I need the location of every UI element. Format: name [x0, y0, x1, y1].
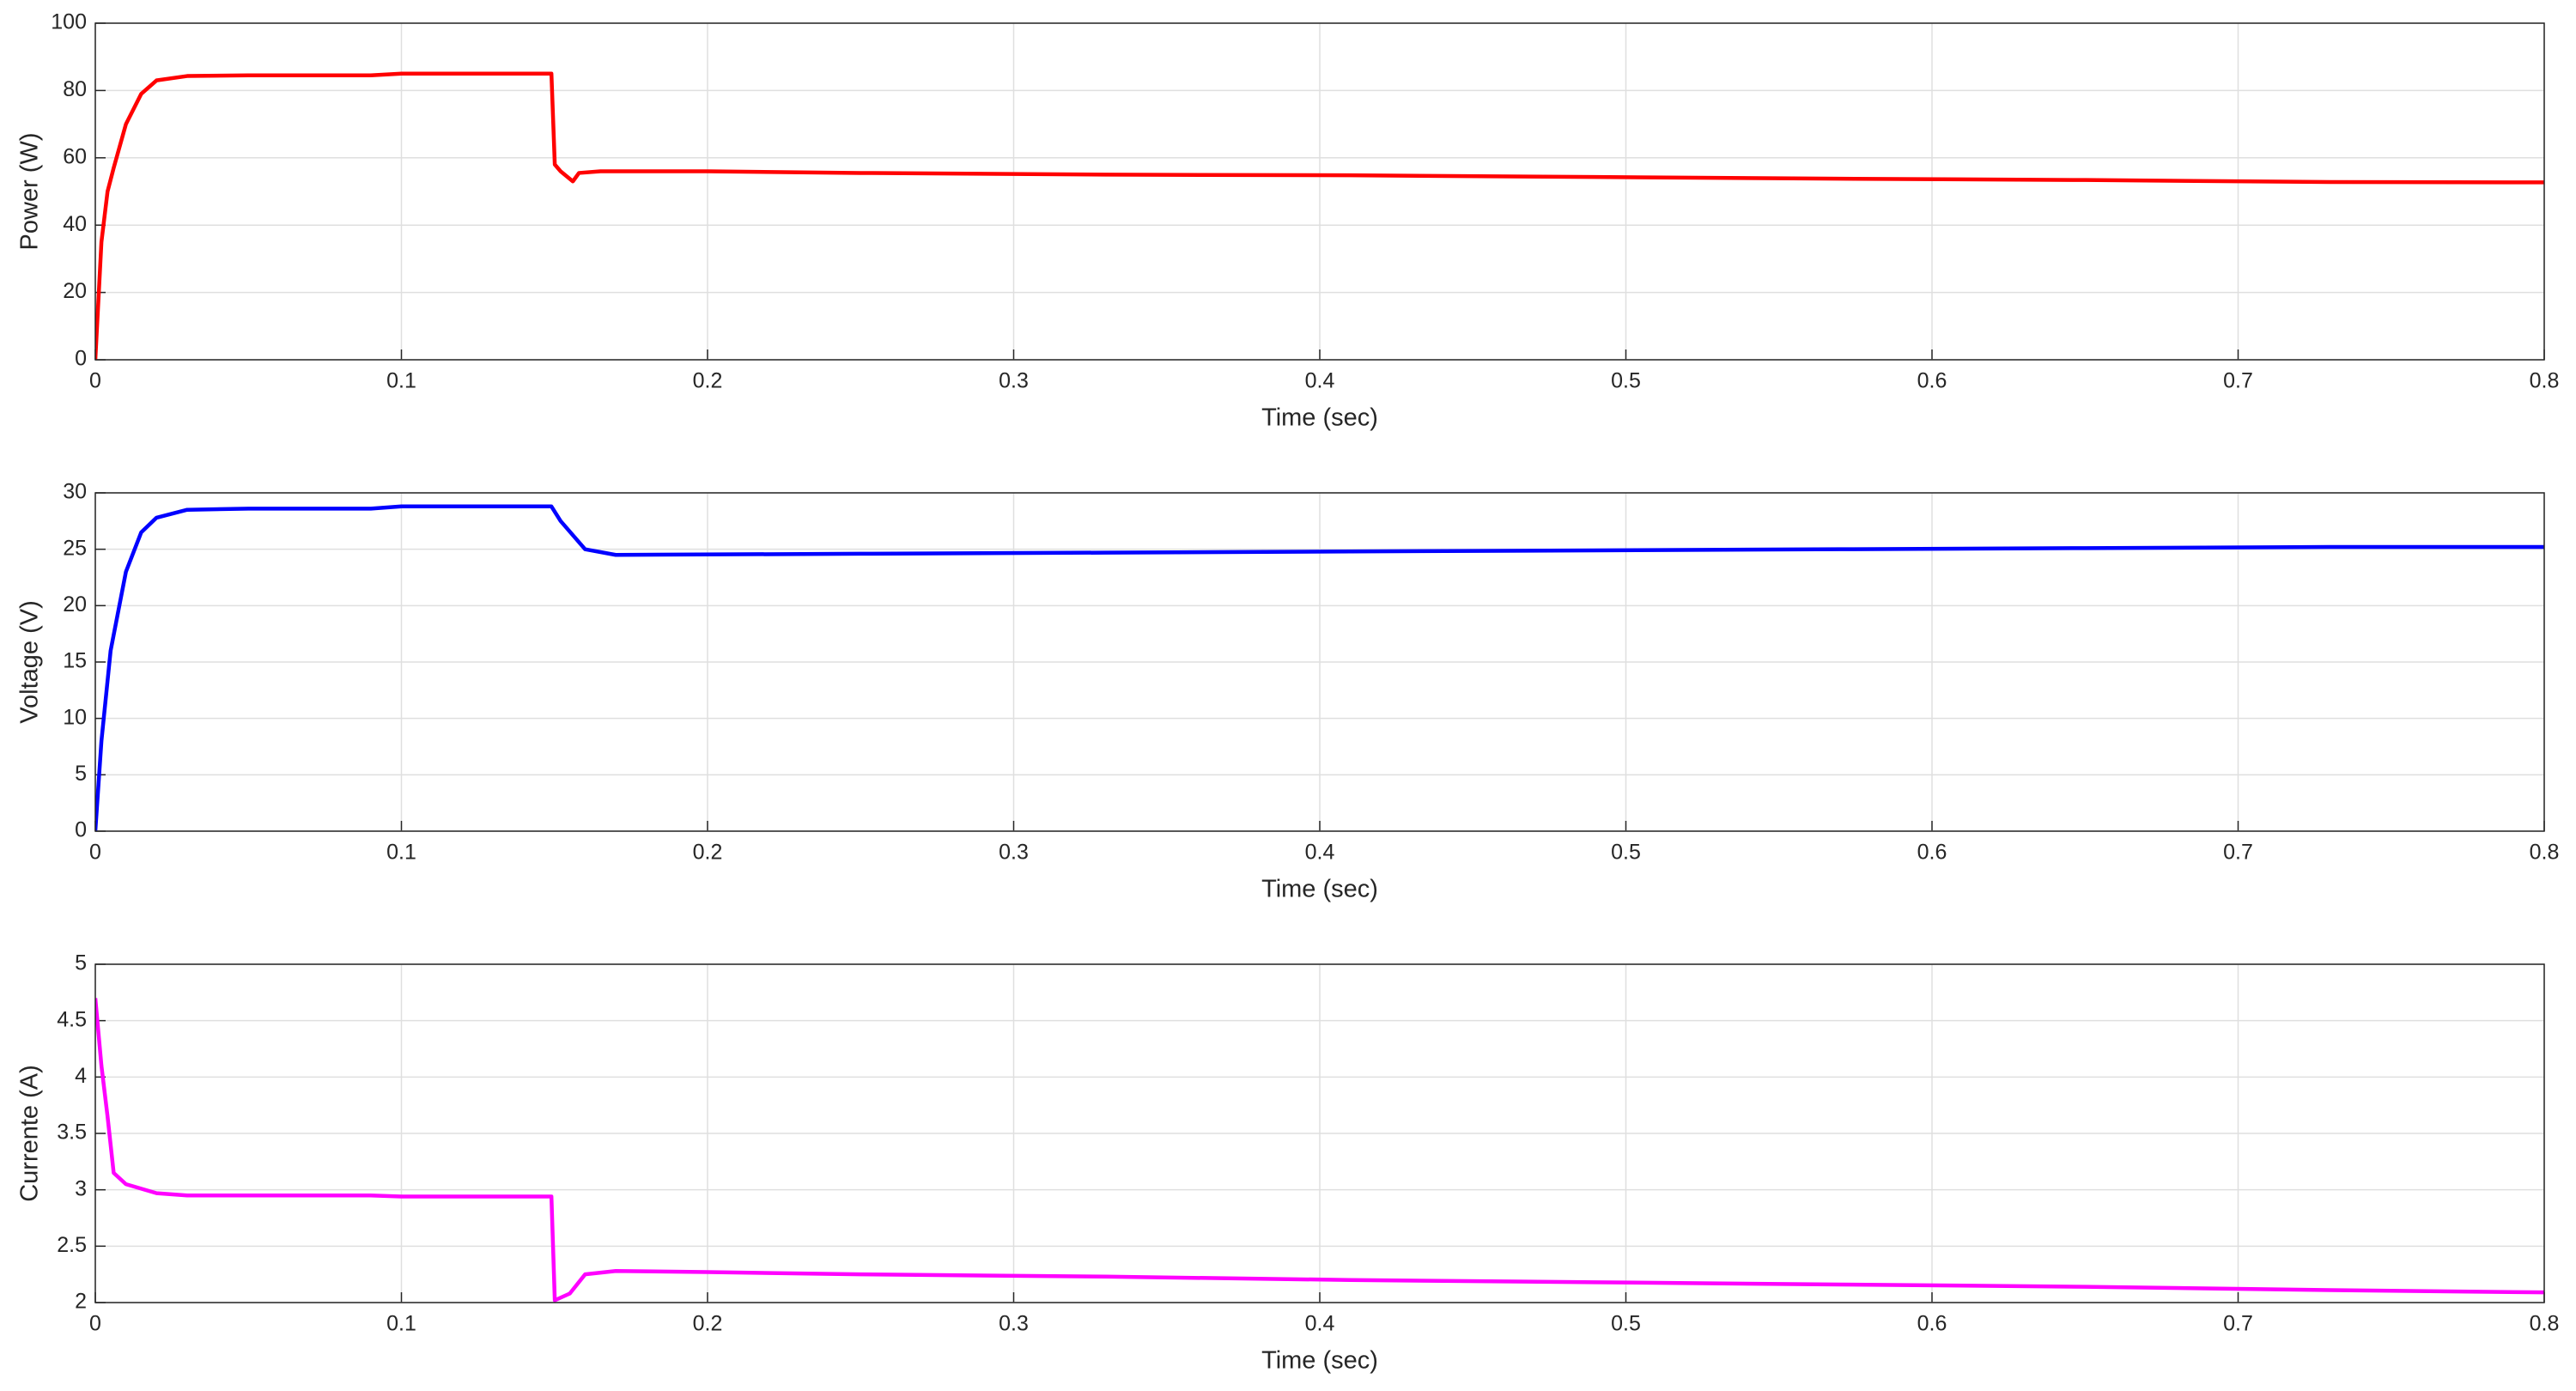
- y-tick-label: 80: [63, 77, 87, 101]
- x-axis-label: Time (sec): [1261, 876, 1378, 903]
- data-line: [95, 71, 2544, 360]
- x-tick-label: 0.4: [1305, 841, 1335, 865]
- y-tick-label: 2: [75, 1290, 87, 1314]
- plot-frame: [94, 963, 2545, 1303]
- x-tick-label: 0.7: [2223, 1312, 2253, 1336]
- x-tick-label: 0.1: [386, 1312, 416, 1336]
- x-tick-label: 0.2: [693, 841, 723, 865]
- y-tick-label: 3: [75, 1176, 87, 1200]
- plot-frame: [94, 492, 2545, 832]
- y-tick-label: 5: [75, 762, 87, 786]
- series-group: [95, 71, 2544, 360]
- y-tick-label: 0: [75, 347, 87, 371]
- y-tick-label: 30: [63, 480, 87, 504]
- y-tick-label: 25: [63, 536, 87, 560]
- x-tick-label: 0.3: [999, 841, 1029, 865]
- x-tick-label: 0.6: [1917, 1312, 1947, 1336]
- y-tick-label: 20: [63, 279, 87, 303]
- x-tick-label: 0.4: [1305, 1312, 1335, 1336]
- y-axis-label: Power (W): [16, 133, 44, 251]
- x-tick-label: 0: [89, 1312, 101, 1336]
- y-tick-label: 4: [75, 1064, 87, 1088]
- subplot: 0 0.1 0.2 0.3 0.4 0.5 0.6 0.7 0.8 0 5 10 15 20 25 30 Tim…: [16, 480, 2560, 903]
- x-tick-label: 0.6: [1917, 369, 1947, 393]
- y-tick-label: 5: [75, 951, 87, 975]
- y-tick-label: 100: [51, 10, 87, 34]
- y-tick-label: 20: [63, 592, 87, 617]
- x-tick-label: 0.8: [2530, 369, 2560, 393]
- x-tick-label: 0.5: [1611, 369, 1641, 393]
- x-tick-label: 0.2: [693, 369, 723, 393]
- y-tick-label: 15: [63, 649, 87, 673]
- y-axis-label: Voltage (V): [16, 600, 44, 723]
- x-tick-label: 0: [89, 841, 101, 865]
- data-line: [95, 504, 2544, 831]
- x-tick-label: 0.7: [2223, 369, 2253, 393]
- x-tick-label: 0: [89, 369, 101, 393]
- x-axis-label: Time (sec): [1261, 1347, 1378, 1375]
- series-group: [95, 504, 2544, 831]
- subplot: 0 0.1 0.2 0.3 0.4 0.5 0.6 0.7 0.8 2 2.5 3 3.5 4 4.5 5 Ti…: [16, 951, 2560, 1375]
- x-tick-label: 0.1: [386, 369, 416, 393]
- series-group: [95, 998, 2544, 1303]
- subplot: 0 0.1 0.2 0.3 0.4 0.5 0.6 0.7 0.8 0 20 40 60 80 100 Tim…: [16, 10, 2560, 432]
- x-tick-label: 0.3: [999, 1312, 1029, 1336]
- x-tick-label: 0.2: [693, 1312, 723, 1336]
- x-tick-label: 0.5: [1611, 841, 1641, 865]
- plot-frame: [94, 22, 2545, 361]
- x-tick-label: 0.6: [1917, 841, 1947, 865]
- y-tick-label: 3.5: [57, 1121, 87, 1145]
- x-tick-label: 0.4: [1305, 369, 1335, 393]
- y-tick-label: 40: [63, 212, 87, 236]
- x-tick-label: 0.3: [999, 369, 1029, 393]
- x-tick-label: 0.5: [1611, 1312, 1641, 1336]
- y-tick-label: 10: [63, 705, 87, 729]
- y-tick-label: 4.5: [57, 1007, 87, 1031]
- x-tick-label: 0.1: [386, 841, 416, 865]
- x-tick-label: 0.7: [2223, 841, 2253, 865]
- x-tick-label: 0.8: [2530, 841, 2560, 865]
- y-tick-label: 60: [63, 144, 87, 168]
- y-axis-label: Currente (A): [16, 1065, 44, 1202]
- data-line: [95, 998, 2544, 1303]
- x-tick-label: 0.8: [2530, 1312, 2560, 1336]
- y-tick-label: 2.5: [57, 1233, 87, 1257]
- y-tick-label: 0: [75, 818, 87, 842]
- x-axis-label: Time (sec): [1261, 404, 1378, 432]
